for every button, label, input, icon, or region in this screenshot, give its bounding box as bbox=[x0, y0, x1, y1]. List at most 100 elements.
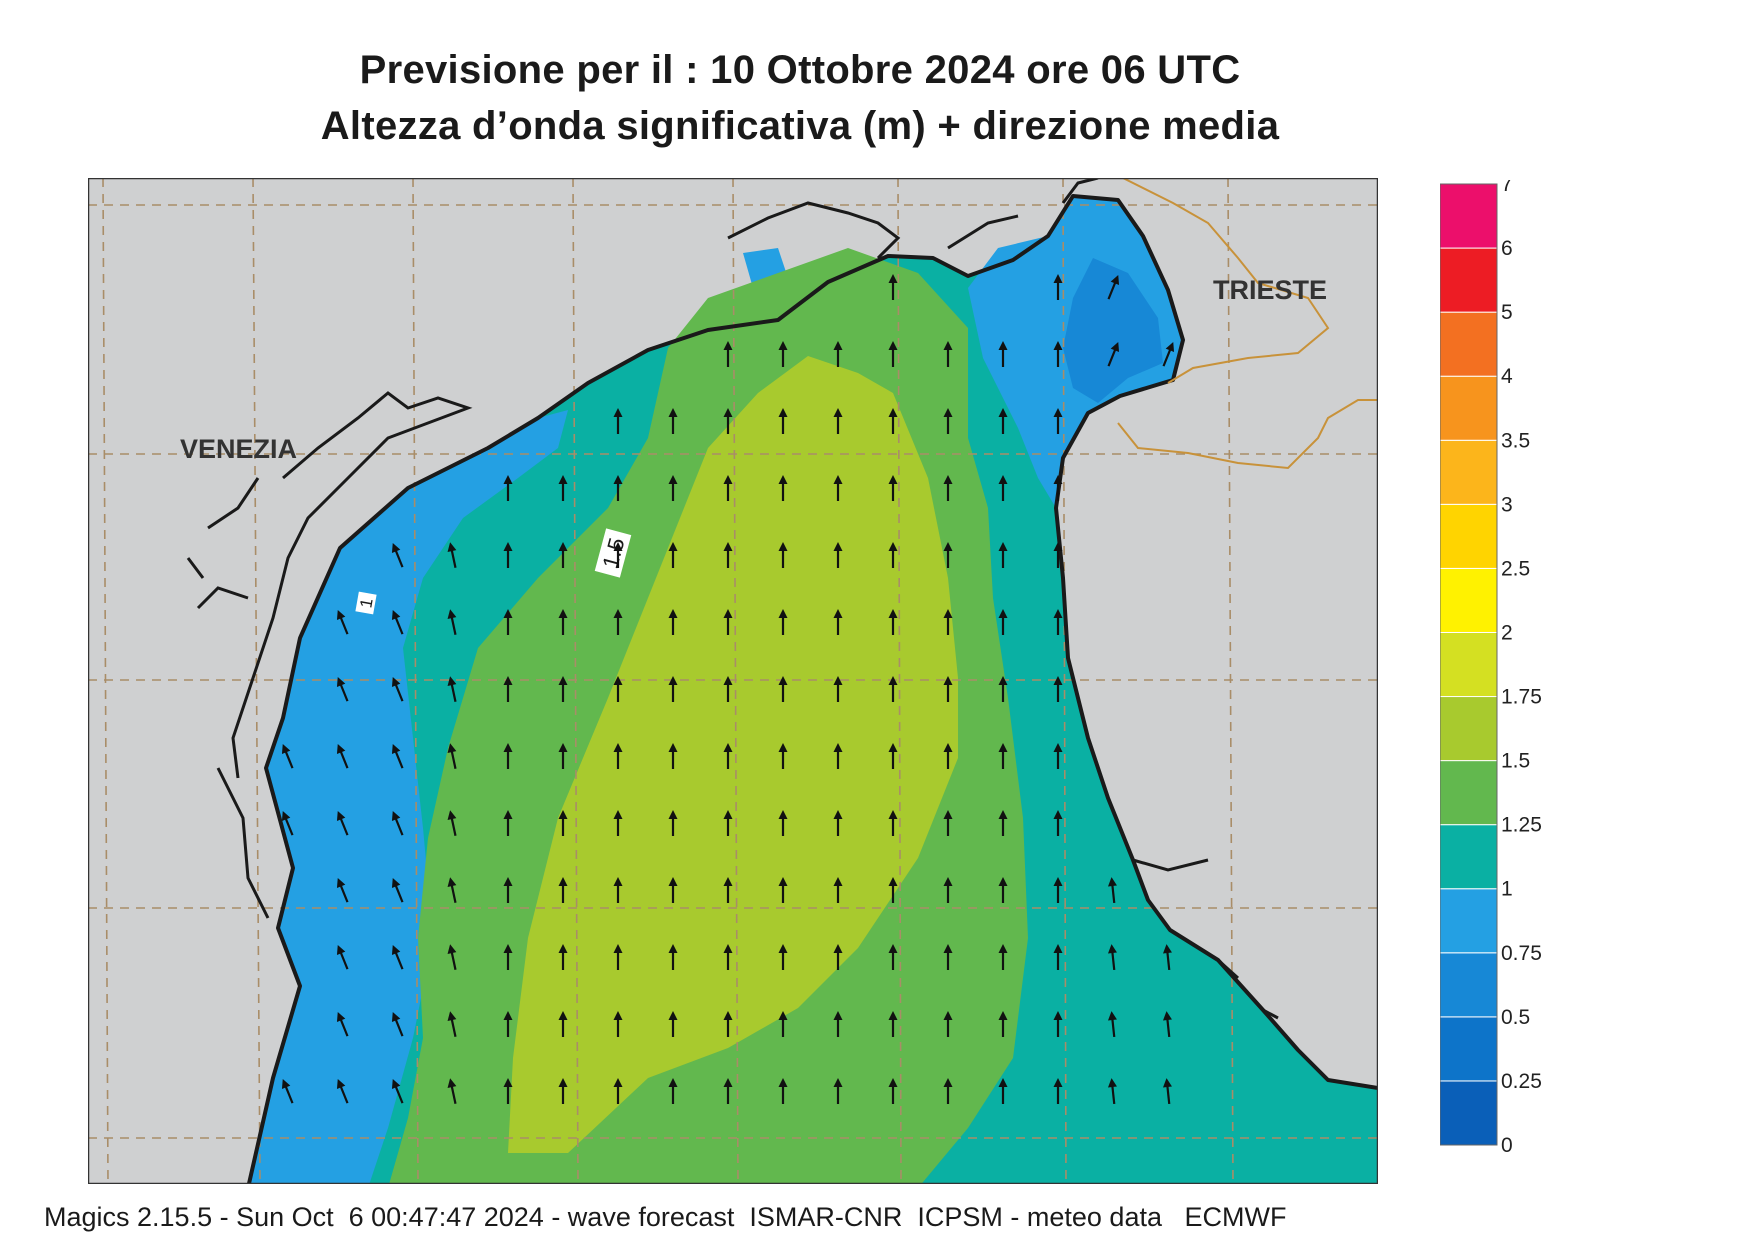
wave-direction-arrow bbox=[613, 542, 623, 568]
wave-direction-arrow bbox=[668, 743, 678, 769]
wave-direction-arrow bbox=[943, 877, 953, 903]
legend-tick-label: 0 bbox=[1501, 1134, 1513, 1157]
wave-direction-arrow bbox=[447, 542, 457, 568]
country-border bbox=[1117, 178, 1378, 470]
legend-tick-label: 6 bbox=[1501, 237, 1513, 260]
contour-label-1: 1 bbox=[355, 591, 377, 615]
wave-direction-arrow bbox=[668, 542, 678, 568]
wave-direction-arrow bbox=[503, 743, 513, 769]
wave-direction-arrow bbox=[613, 1011, 623, 1037]
wave-direction-arrow bbox=[723, 676, 733, 702]
wave-direction-arrow bbox=[943, 542, 953, 568]
wave-direction-arrow bbox=[1053, 743, 1063, 769]
wave-direction-arrow bbox=[943, 408, 953, 434]
legend-band bbox=[1440, 952, 1498, 1018]
wave-direction-arrow bbox=[778, 475, 788, 501]
wave-direction-arrow bbox=[1053, 341, 1063, 367]
wave-direction-arrow bbox=[943, 944, 953, 970]
wave-direction-arrow bbox=[1163, 1078, 1172, 1105]
wave-direction-arrow bbox=[1162, 342, 1175, 367]
wave-direction-arrow bbox=[1107, 342, 1120, 367]
wave-direction-arrow bbox=[778, 1011, 788, 1037]
wave-direction-arrow bbox=[613, 676, 623, 702]
legend-tick-label: 4 bbox=[1501, 365, 1513, 388]
band-blue-west bbox=[248, 410, 568, 1184]
wave-direction-arrow bbox=[503, 676, 513, 702]
wave-direction-arrow bbox=[943, 475, 953, 501]
legend-band bbox=[1440, 567, 1498, 633]
wave-direction-arrow bbox=[447, 609, 457, 635]
legend-band bbox=[1440, 824, 1498, 890]
wave-direction-arrow bbox=[888, 1011, 898, 1037]
wave-direction-arrow bbox=[998, 475, 1008, 501]
wave-direction-arrow bbox=[1053, 408, 1063, 434]
wave-direction-arrow bbox=[1163, 944, 1172, 971]
wave-direction-arrow bbox=[613, 944, 623, 970]
legend-band bbox=[1440, 503, 1498, 569]
wave-direction-arrow bbox=[558, 1078, 568, 1104]
wave-direction-arrow bbox=[1108, 1011, 1117, 1038]
legend-band bbox=[1440, 439, 1498, 505]
legend-tick-label: 1.5 bbox=[1501, 750, 1530, 773]
wave-direction-arrow bbox=[888, 877, 898, 903]
band-yellowgreen bbox=[508, 356, 958, 1153]
wave-direction-arrow bbox=[1108, 877, 1117, 904]
wave-direction-arrow bbox=[943, 609, 953, 635]
wave-direction-arrow bbox=[668, 1011, 678, 1037]
wave-direction-arrow bbox=[778, 341, 788, 367]
wave-direction-arrow bbox=[503, 944, 513, 970]
wave-direction-arrow bbox=[558, 609, 568, 635]
legend-bands bbox=[1440, 183, 1498, 1146]
wave-direction-arrow bbox=[833, 676, 843, 702]
place-label-trieste: TRIESTE bbox=[1213, 275, 1327, 305]
wave-direction-arrow bbox=[391, 945, 404, 970]
legend-frame bbox=[1440, 183, 1498, 1146]
legend-tick-label: 0.25 bbox=[1501, 1070, 1542, 1093]
wave-direction-arrow bbox=[1053, 1011, 1063, 1037]
wave-direction-arrow bbox=[723, 944, 733, 970]
wave-direction-arrow bbox=[943, 1078, 953, 1104]
wave-direction-arrow bbox=[336, 677, 349, 702]
wave-direction-arrow bbox=[558, 1011, 568, 1037]
legend-labels: 0 0.25 0.5 0.75 1 1.25 1.5 1.75 2 2.5 3 3.5 4 5 6 7 bbox=[1501, 180, 1542, 1157]
wave-direction-arrow bbox=[558, 877, 568, 903]
wave-direction-arrow bbox=[336, 610, 349, 635]
wave-direction-arrow bbox=[833, 810, 843, 836]
legend-band bbox=[1440, 760, 1498, 826]
wave-direction-arrow bbox=[613, 877, 623, 903]
wave-direction-arrow bbox=[723, 341, 733, 367]
wave-direction-arrow bbox=[613, 609, 623, 635]
wave-direction-arrow bbox=[888, 944, 898, 970]
wave-direction-arrow bbox=[336, 1079, 349, 1104]
wave-direction-arrow bbox=[778, 609, 788, 635]
wave-direction-arrow bbox=[558, 676, 568, 702]
wave-direction-arrow bbox=[503, 1011, 513, 1037]
graticule bbox=[88, 178, 1378, 1184]
wave-direction-arrow bbox=[1053, 944, 1063, 970]
footer-credits: Magics 2.15.5 - Sun Oct 6 00:47:47 2024 … bbox=[44, 1202, 1287, 1232]
wave-direction-arrow bbox=[1053, 676, 1063, 702]
wave-direction-arrow bbox=[668, 475, 678, 501]
wave-direction-arrow bbox=[447, 810, 457, 836]
wave-direction-arrow bbox=[391, 878, 404, 903]
wave-direction-arrow bbox=[998, 542, 1008, 568]
wave-direction-arrow bbox=[998, 1011, 1008, 1037]
wave-direction-arrow bbox=[778, 743, 788, 769]
wave-direction-arrow bbox=[391, 744, 404, 769]
wave-direction-arrow bbox=[668, 810, 678, 836]
wave-direction-arrow bbox=[391, 1012, 404, 1037]
wave-direction-arrow bbox=[613, 475, 623, 501]
wave-direction-arrow bbox=[503, 877, 513, 903]
wave-direction-arrow bbox=[391, 677, 404, 702]
wave-direction-arrow bbox=[281, 811, 294, 836]
wave-direction-arrow bbox=[723, 542, 733, 568]
wave-direction-arrow bbox=[998, 1078, 1008, 1104]
legend-tick-label: 1 bbox=[1501, 878, 1513, 901]
wave-direction-arrow bbox=[998, 944, 1008, 970]
wave-direction-arrow bbox=[391, 811, 404, 836]
wave-direction-arrow bbox=[336, 811, 349, 836]
wave-direction-arrow bbox=[336, 878, 349, 903]
wave-direction-arrow bbox=[391, 1079, 404, 1104]
legend-tick-label: 3.5 bbox=[1501, 429, 1530, 452]
wave-direction-arrow bbox=[1053, 274, 1063, 300]
